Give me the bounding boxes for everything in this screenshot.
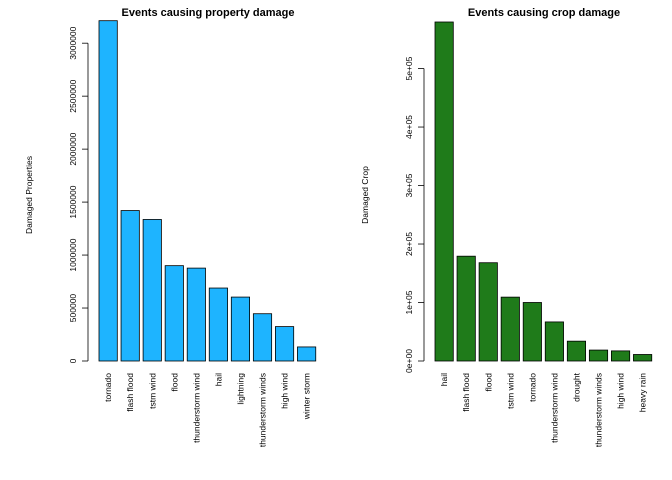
property-y-tick-label: 1500000 xyxy=(68,185,78,218)
property-category-label: flood xyxy=(169,373,179,392)
crop-category-label: tornado xyxy=(527,373,537,402)
property-bar xyxy=(230,296,251,362)
crop-y-tick-label: 4e+05 xyxy=(404,115,414,139)
property-bar xyxy=(186,267,206,362)
crop-category-label: high wind xyxy=(616,373,626,409)
crop-y-tick-label: 0e+00 xyxy=(404,349,414,373)
property-y-tick-label: 3000000 xyxy=(68,26,78,59)
property-category-label: flash flood xyxy=(125,373,135,412)
property-category-label: high wind xyxy=(280,373,290,409)
crop-y-tick-label: 3e+05 xyxy=(404,173,414,197)
crop-bar xyxy=(633,354,653,362)
crop-bar xyxy=(478,262,498,362)
crop-chart-title: Events causing crop damage xyxy=(468,7,620,19)
property-chart-title: Events causing property damage xyxy=(122,7,295,19)
crop-category-label: thunderstorm wind xyxy=(549,373,559,443)
crop-y-tick-label: 2e+05 xyxy=(404,232,414,256)
property-bar xyxy=(297,346,317,362)
crop-bar xyxy=(500,296,520,362)
property-bar xyxy=(208,287,228,362)
crop-bar xyxy=(434,21,454,362)
crop-category-label: drought xyxy=(571,372,581,401)
property-bar xyxy=(98,20,118,362)
property-y-tick-label: 0 xyxy=(68,358,78,363)
property-bar xyxy=(142,219,162,362)
crop-bar xyxy=(588,349,609,362)
crop-y-tick-label: 5e+05 xyxy=(404,56,414,80)
property-y-tick-label: 500000 xyxy=(68,294,78,323)
crop-category-label: tstm wind xyxy=(505,373,515,409)
crop-bar xyxy=(611,350,631,362)
property-bar xyxy=(164,265,184,362)
crop-y-tick-label: 1e+05 xyxy=(404,290,414,314)
property-y-tick-label: 2000000 xyxy=(68,132,78,165)
property-bar xyxy=(120,210,140,362)
crop-y-axis-label: Damaged Crop xyxy=(360,166,370,224)
property-damage-chart: Events causing property damage Damaged P… xyxy=(24,7,317,447)
property-y-tick-label: 2500000 xyxy=(68,79,78,112)
property-bar xyxy=(252,313,273,362)
property-category-label: thunderstorm winds xyxy=(258,373,268,447)
property-category-label: winter storm xyxy=(302,373,312,420)
crop-category-label: hail xyxy=(439,373,449,386)
property-y-axis-label: Damaged Properties xyxy=(24,156,34,234)
property-category-label: tornado xyxy=(103,373,113,402)
crop-damage-chart: Events causing crop damage Damaged Crop … xyxy=(360,7,653,447)
crop-category-label: thunderstorm winds xyxy=(594,373,604,447)
crop-bar xyxy=(456,255,476,362)
property-y-tick-label: 1000000 xyxy=(68,238,78,271)
crop-category-label: heavy rain xyxy=(638,373,648,412)
crop-bar xyxy=(522,302,542,362)
crop-bar xyxy=(544,321,564,362)
property-plot-area: tornado flash flood tstm wind flood thunders… xyxy=(68,20,317,447)
property-category-label: hail xyxy=(213,373,223,386)
crop-plot-area: hail flash flood flood tstm wind tornado thun… xyxy=(404,21,653,447)
crop-bar xyxy=(566,340,586,362)
crop-category-label: flood xyxy=(483,373,493,392)
property-category-label: tstm wind xyxy=(147,373,157,409)
crop-category-label: flash flood xyxy=(461,373,471,412)
property-category-label: thunderstorm wind xyxy=(191,373,201,443)
property-bar xyxy=(274,326,295,362)
property-category-label: lightning xyxy=(235,373,245,405)
